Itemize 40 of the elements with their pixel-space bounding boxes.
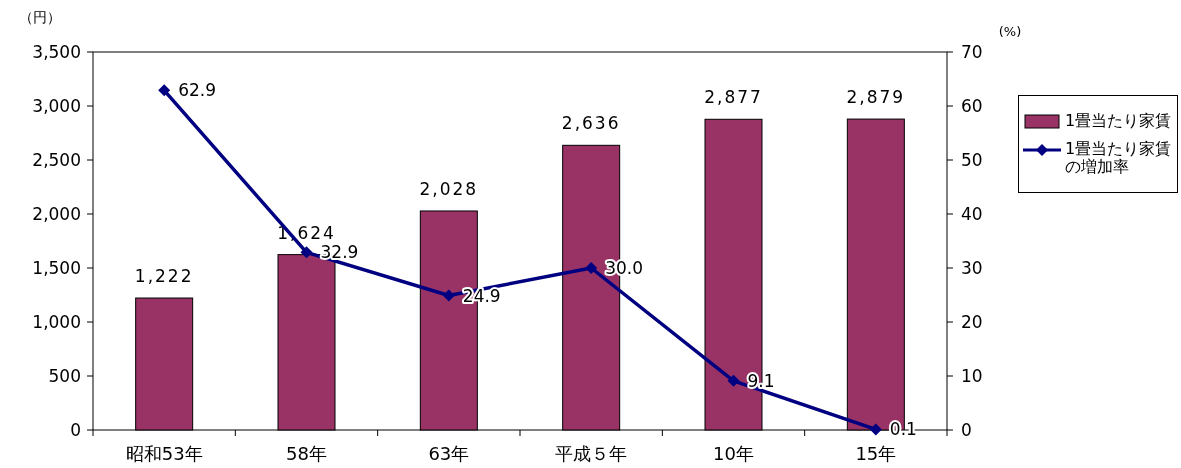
y2-tick-label: 50 xyxy=(961,150,983,170)
x-tick-label: 58年 xyxy=(286,443,327,464)
data-label: 2,028 xyxy=(419,178,479,199)
data-label: 62.9 xyxy=(178,80,217,101)
y-tick-label: 1,500 xyxy=(32,258,81,278)
data-label: 2,879 xyxy=(846,87,906,108)
y2-axis-title: (%) xyxy=(998,24,1022,39)
data-label: 2,636 xyxy=(561,113,621,134)
x-tick-label: 15年 xyxy=(855,443,897,464)
data-label: 2,877 xyxy=(704,87,763,108)
y-tick-label: 500 xyxy=(48,366,81,386)
y-tick-label: 3,500 xyxy=(32,42,81,62)
x-tick-label: 63年 xyxy=(428,443,470,464)
y-tick-label: 1,000 xyxy=(32,312,81,332)
y-tick-label: 2,000 xyxy=(32,204,81,224)
point xyxy=(585,262,598,274)
x-tick-label: 平成５年 xyxy=(555,443,628,464)
y2-tick-label: 40 xyxy=(961,204,983,224)
legend-label: 1畳当たり家賃 xyxy=(1065,111,1173,130)
y2-tick-label: 70 xyxy=(961,42,983,62)
y-axis-title: （円） xyxy=(19,9,61,25)
point xyxy=(158,84,171,97)
x-tick-label: 10年 xyxy=(713,443,754,464)
y2-tick-label: 60 xyxy=(961,96,983,116)
data-label: 0.1 xyxy=(889,419,917,440)
y2-tick-label: 20 xyxy=(961,312,983,332)
y2-tick-label: 0 xyxy=(961,420,972,440)
point xyxy=(300,246,313,259)
y-tick-label: 0 xyxy=(70,420,81,440)
y-tick-label: 2,500 xyxy=(32,150,81,170)
point xyxy=(869,423,882,436)
data-label: 1,222 xyxy=(134,266,194,287)
point xyxy=(727,374,740,387)
y2-tick-label: 30 xyxy=(961,258,983,278)
y2-tick-label: 10 xyxy=(961,366,983,386)
legend-label: 1畳当たり家賃の増加率 xyxy=(1065,139,1173,176)
y-tick-label: 3,000 xyxy=(32,96,81,116)
data-label: 32.9 xyxy=(320,242,359,263)
point xyxy=(442,289,455,302)
x-tick-label: 昭和53年 xyxy=(125,443,203,464)
